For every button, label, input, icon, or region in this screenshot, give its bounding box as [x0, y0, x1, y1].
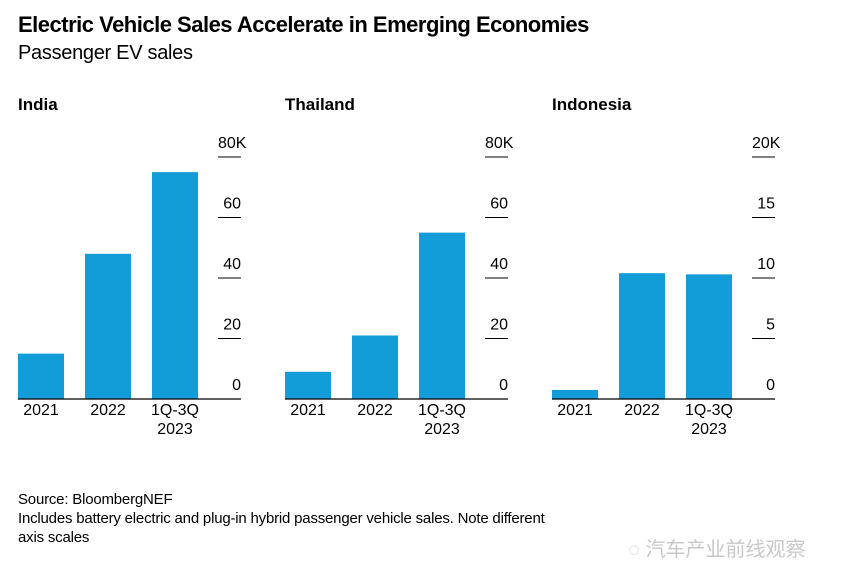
bar-1q-3q-2023: [419, 232, 465, 399]
x-tick-label: 2021: [290, 402, 326, 419]
y-tick-label: 40: [223, 256, 241, 273]
panel-title: Indonesia: [552, 95, 632, 114]
x-tick-label: 2023: [424, 421, 460, 438]
bar-2022: [352, 335, 398, 399]
panel-title: Thailand: [285, 95, 355, 114]
chart-subtitle: Passenger EV sales: [18, 42, 193, 64]
x-tick-label: 2022: [624, 402, 660, 419]
bar-2022: [619, 273, 665, 399]
footnote-line-2: axis scales: [18, 529, 90, 546]
y-tick-label: 20: [490, 317, 508, 334]
bar-2021: [285, 371, 331, 399]
y-tick-label: 80K: [485, 135, 514, 152]
watermark-text: 汽车产业前线观察: [645, 539, 806, 561]
x-tick-label: 2023: [691, 421, 727, 438]
x-tick-label: 1Q-3Q: [418, 402, 466, 419]
x-tick-label: 2023: [157, 421, 193, 438]
panel-india: India 0 20 40 60 80K 2021 2022 1Q-3Q 2023: [18, 95, 247, 438]
x-tick-label: 1Q-3Q: [685, 402, 733, 419]
panel-thailand: Thailand 0 20 40 60 80K 2021 2022 1Q-3Q 2023: [285, 95, 514, 438]
source-note: Source: BloombergNEF: [18, 491, 173, 508]
y-tick-label: 60: [490, 196, 508, 213]
y-tick-label: 40: [490, 256, 508, 273]
x-tick-label: 2022: [90, 402, 126, 419]
bar-2022: [85, 253, 131, 399]
x-tick-label: 1Q-3Q: [151, 402, 199, 419]
y-tick-label: 80K: [218, 135, 247, 152]
wechat-icon: ◌: [628, 539, 640, 561]
y-tick-label: 5: [766, 317, 775, 334]
bar-2021: [552, 389, 598, 399]
panel-indonesia: Indonesia 0 5 10 15 20K 2021 2022 1Q-3Q 2023: [552, 95, 781, 438]
y-tick-label: 20K: [752, 135, 781, 152]
y-tick-label: 10: [757, 256, 775, 273]
y-tick-label: 15: [757, 196, 775, 213]
bar-1q-3q-2023: [686, 274, 732, 399]
bar-2021: [18, 353, 64, 399]
y-tick-label: 0: [499, 377, 508, 394]
watermark: ◌ 汽车产业前线观察: [628, 533, 805, 562]
footnote-line-1: Includes battery electric and plug-in hy…: [18, 510, 545, 527]
x-tick-label: 2021: [23, 402, 59, 419]
x-tick-label: 2021: [557, 402, 593, 419]
y-tick-label: 0: [232, 377, 241, 394]
chart-title: Electric Vehicle Sales Accelerate in Eme…: [18, 12, 589, 37]
y-tick-label: 0: [766, 377, 775, 394]
bar-1q-3q-2023: [152, 172, 198, 399]
x-tick-label: 2022: [357, 402, 393, 419]
y-tick-label: 20: [223, 317, 241, 334]
panel-title: India: [18, 95, 58, 114]
y-tick-label: 60: [223, 196, 241, 213]
